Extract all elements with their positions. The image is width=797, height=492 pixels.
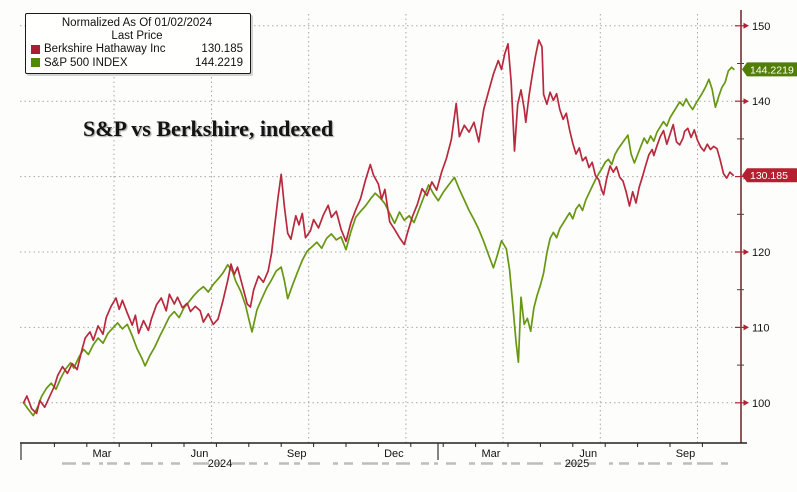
sp500-series-line: [22, 66, 735, 417]
y-tick-label: 120: [752, 247, 770, 259]
last-price-badge: [742, 168, 797, 183]
sp500-series-swatch-icon: [31, 58, 40, 68]
x-month-label: Jun: [191, 448, 209, 460]
last-price-badge-text: 144.2219: [750, 64, 794, 76]
legend-normalized-note: Normalized As Of 01/02/2024: [61, 17, 213, 29]
y-tick-label: 100: [752, 398, 770, 410]
y-tick-arrow-icon: [743, 22, 749, 29]
legend-entry-berkshire: Berkshire Hathaway Inc 130.185: [31, 43, 243, 56]
x-month-label: Jun: [579, 448, 597, 460]
last-price-badge: [742, 62, 797, 77]
x-month-label: Sep: [287, 448, 307, 460]
berkshire-series-swatch-icon: [31, 44, 40, 54]
y-tick-label: 150: [752, 21, 770, 33]
x-year-label: 2024: [208, 458, 232, 470]
y-tick-label: 140: [752, 96, 770, 108]
berkshire-last-price: 130.185: [201, 43, 243, 55]
legend-entry-sp500: S&P 500 INDEX 144.2219: [31, 57, 243, 70]
berkshire-series-label: Berkshire Hathaway Inc: [44, 43, 166, 55]
x-month-label: Sep: [676, 448, 696, 460]
x-month-label: Mar: [93, 448, 112, 460]
chart-legend: Normalized As Of 01/02/2024 Last Price B…: [25, 13, 251, 74]
x-year-label: 2025: [565, 458, 589, 470]
y-tick-label: 110: [752, 322, 770, 334]
last-price-badge-text: 130.185: [750, 170, 788, 182]
legend-last-price-label: Last Price: [111, 29, 163, 42]
y-tick-arrow-icon: [743, 249, 749, 255]
x-month-label: Mar: [482, 448, 501, 460]
x-month-label: Dec: [384, 448, 404, 460]
y-tick-arrow-icon: [743, 399, 749, 406]
sp500-series-label: S&P 500 INDEX: [44, 56, 128, 69]
y-tick-arrow-icon: [743, 98, 749, 105]
y-tick-arrow-icon: [743, 324, 749, 331]
sp500-last-price: 144.2219: [195, 56, 243, 69]
berkshire-series-line: [22, 39, 735, 415]
chart-annotation-title: S&P vs Berkshire, indexed: [83, 116, 334, 141]
